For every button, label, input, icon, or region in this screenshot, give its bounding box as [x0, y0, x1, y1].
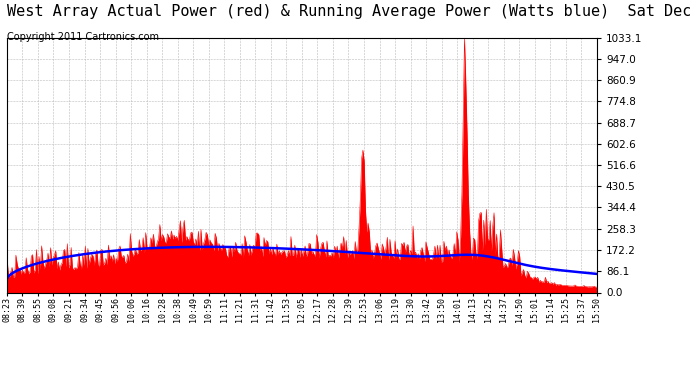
- Text: Copyright 2011 Cartronics.com: Copyright 2011 Cartronics.com: [7, 32, 159, 42]
- Text: West Array Actual Power (red) & Running Average Power (Watts blue)  Sat Dec 3 15: West Array Actual Power (red) & Running …: [7, 4, 690, 19]
